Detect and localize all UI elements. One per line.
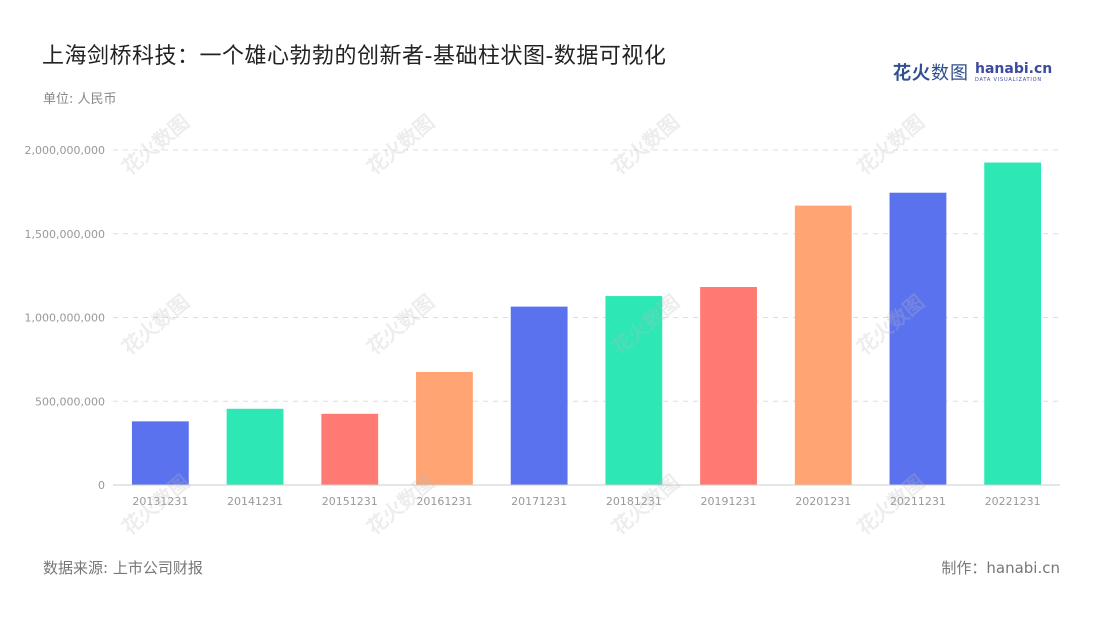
y-axis-ticks: 0 500,000,000 1,000,000,000 1,500,000,000 2,… [25,144,105,492]
unit-label: 单位: 人民币 [43,92,117,107]
y-tick-label: 500,000,000 [35,395,105,408]
bar[interactable] [794,205,852,486]
data-source: 数据来源: 上市公司财报 [43,559,203,577]
x-tick-label: 20171231 [511,495,567,508]
y-tick-label: 1,000,000,000 [25,312,105,325]
bar[interactable] [984,162,1042,485]
brand-logo: 花火数图 hanabi.cn DATA VISUALIZATION [893,60,1053,85]
bars [131,162,1042,486]
y-tick-label: 0 [98,479,105,492]
x-tick-label: 20151231 [322,495,378,508]
chart-title: 上海剑桥科技：一个雄心勃勃的创新者-基础柱状图-数据可视化 [42,44,667,69]
watermark-text: 花火数图 [362,290,439,360]
grid-lines [113,149,1060,402]
watermark-text: 花火数图 [117,290,194,360]
x-axis-ticks: 20131231 20141231 20151231 20161231 20171231… [132,495,1040,508]
bar[interactable] [131,421,189,485]
watermark-text: 花火数图 [607,110,684,180]
x-tick-label: 20191231 [701,495,757,508]
x-tick-label: 20201231 [795,495,851,508]
x-tick-label: 20181231 [606,495,662,508]
watermark-text: 花火数图 [117,110,194,180]
bar[interactable] [700,287,757,485]
x-tick-label: 20131231 [132,495,188,508]
x-tick-label: 20211231 [890,495,946,508]
bar[interactable] [510,306,568,485]
x-tick-label: 20221231 [985,495,1041,508]
y-tick-label: 2,000,000,000 [25,144,105,157]
bar[interactable] [226,408,284,485]
bar[interactable] [321,413,379,485]
brand-name-en: hanabi.cn DATA VISUALIZATION [975,60,1053,83]
watermark-text: 花火数图 [852,110,929,180]
maker-credit: 制作：hanabi.cn [941,559,1060,577]
x-tick-label: 20141231 [227,495,283,508]
y-tick-label: 1,500,000,000 [25,228,105,241]
brand-name-cn: 花火数图 [893,63,969,84]
bar[interactable] [605,296,663,485]
bar[interactable] [889,192,947,485]
bar[interactable] [416,371,473,485]
x-tick-label: 20161231 [416,495,472,508]
watermark-text: 花火数图 [362,110,439,180]
